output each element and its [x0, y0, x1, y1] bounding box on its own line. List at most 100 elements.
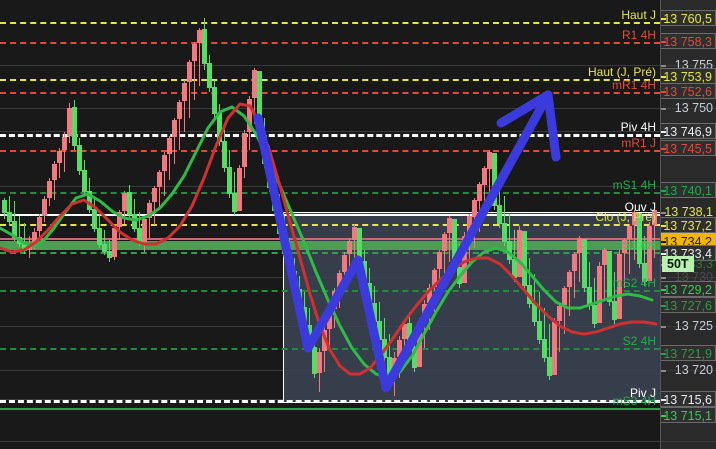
tag-ouv-j[interactable]: 13 738,1 — [664, 205, 713, 219]
selection-edge-l[interactable] — [283, 212, 284, 402]
candle — [377, 0, 382, 449]
tag-mr1-j[interactable]: 13 745,5 — [661, 140, 716, 156]
candle-wick — [149, 200, 150, 238]
candle — [347, 0, 352, 449]
price-band-edge — [0, 238, 660, 240]
level-line-ouv-j — [0, 214, 660, 216]
candle-body — [152, 188, 157, 202]
axis-tick — [661, 190, 666, 192]
candle — [37, 0, 42, 449]
gridline — [0, 65, 660, 66]
candle — [502, 0, 507, 449]
candle — [47, 0, 52, 449]
candle — [2, 0, 7, 449]
candle-body — [72, 107, 77, 146]
candle-wick — [549, 324, 550, 380]
axis-tick — [661, 18, 666, 20]
gridline — [0, 441, 660, 442]
candle-body — [592, 305, 597, 324]
candle — [122, 0, 127, 449]
candle-body — [427, 288, 432, 303]
candle-body — [557, 306, 562, 321]
tag-haut-j[interactable]: 13 760,5 — [661, 10, 716, 26]
candle-body — [157, 172, 162, 187]
candle — [197, 0, 202, 449]
candle-wick — [349, 238, 350, 274]
candle-wick — [59, 148, 60, 178]
candle — [142, 0, 147, 449]
candle-body — [432, 270, 437, 287]
candle — [242, 0, 247, 449]
candle-body — [412, 347, 417, 368]
candle-wick — [439, 250, 440, 296]
candle — [227, 0, 232, 449]
candle-wick — [499, 178, 500, 228]
chart-plot-area[interactable]: Haut J R1 4H Haut (J, Pré) mR1 4H Piv 4H mR1 … — [0, 0, 660, 449]
candle — [312, 0, 317, 449]
tag-r1-4h[interactable]: 13 758,3 — [661, 33, 716, 49]
candle-body — [92, 209, 97, 229]
candle-wick — [569, 270, 570, 316]
candle-body — [2, 200, 7, 213]
candle-body — [562, 288, 567, 305]
candle — [602, 0, 607, 449]
candle-body — [172, 120, 177, 137]
tag-ms2-4h[interactable]: 13 729,2 — [661, 281, 716, 297]
candle — [162, 0, 167, 449]
candle-body — [47, 181, 52, 198]
tag-haut-j-pre[interactable]: 13 753,9 — [661, 68, 716, 84]
tag-piv-j[interactable]: 13 715,6 — [661, 391, 716, 407]
level-label-ms2-4h: mS2 4H — [612, 276, 656, 290]
candle — [462, 0, 467, 449]
candle-body — [622, 240, 627, 253]
axis-tick — [661, 225, 666, 227]
candle — [447, 0, 452, 449]
price-axis[interactable]: 13 760,5 13 758,3 13 755 13 753,9 13 752,6 13… — [660, 0, 716, 449]
tag-13725[interactable]: 13 725 — [674, 319, 713, 333]
candle — [232, 0, 237, 449]
candle-body — [512, 259, 517, 278]
tag-clo-j-pre[interactable]: 13 737,2 — [661, 217, 716, 233]
level-line-piv-4h — [0, 134, 660, 137]
axis-tick — [661, 41, 666, 43]
level-label-mr1-4h: mR1 4H — [611, 78, 656, 92]
tag-mr1-4h[interactable]: 13 752,6 — [661, 83, 716, 99]
last-price-badge[interactable]: 50T — [662, 256, 694, 272]
candle-wick — [504, 196, 505, 246]
candle-body — [647, 226, 652, 281]
tag-13730[interactable]: 13 730 — [674, 270, 713, 284]
drawn-zigzag-line — [253, 90, 553, 393]
candle-body — [342, 255, 347, 272]
tag-piv-4h[interactable]: 13 746,9 — [661, 123, 716, 139]
tag-s2-4h[interactable]: 13 721,9 — [661, 345, 716, 361]
candle-body — [497, 205, 502, 224]
candle — [452, 0, 457, 449]
candle-wick — [174, 118, 175, 164]
candle-body — [327, 310, 332, 329]
candle-body — [397, 340, 402, 357]
candle-wick — [19, 216, 20, 247]
level-label-mr1-j: mR1 J — [621, 136, 656, 150]
candle-body — [67, 108, 72, 136]
candle-wick — [189, 60, 190, 118]
candle — [617, 0, 622, 449]
axis-tick — [661, 108, 666, 110]
gridline — [0, 108, 660, 109]
candle — [632, 0, 637, 449]
tag-ms1-4h[interactable]: 13 740,1 — [661, 182, 716, 198]
tag-13750[interactable]: 13 750 — [674, 101, 713, 115]
candle — [647, 0, 652, 449]
candle-body — [207, 63, 212, 88]
tag-13720[interactable]: 13 720 — [674, 363, 713, 377]
candle-body — [182, 83, 187, 101]
tag-ms3-4h[interactable]: 13 715,1 — [661, 407, 716, 423]
candle-body — [552, 322, 557, 375]
candle — [212, 0, 217, 449]
candle-body — [52, 164, 57, 180]
candle-wick — [449, 216, 450, 262]
tag-13727-6[interactable]: 13 727,6 — [661, 297, 716, 313]
selection-edge-t[interactable] — [283, 212, 660, 213]
candle — [387, 0, 392, 449]
axis-tick — [661, 241, 666, 243]
